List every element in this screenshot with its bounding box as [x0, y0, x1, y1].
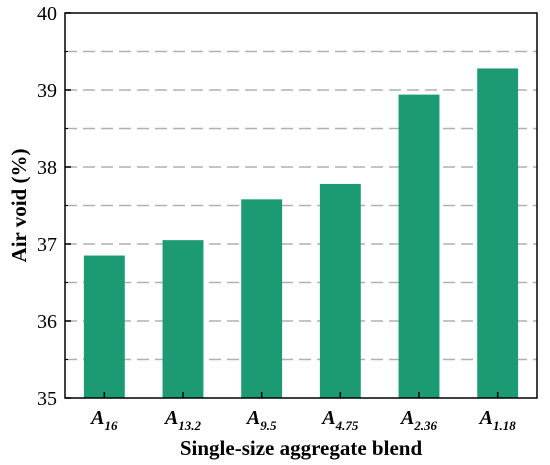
x-tick-label: A2.36 — [399, 407, 438, 433]
x-axis-title: Single-size aggregate blend — [180, 436, 423, 460]
bar — [398, 94, 440, 399]
y-tick-label: 39 — [37, 80, 57, 102]
y-tick-label: 36 — [37, 311, 57, 333]
x-tick-label: A13.2 — [163, 407, 202, 433]
x-tick-label: A16 — [89, 407, 118, 433]
bar — [241, 199, 283, 398]
x-tick-label-subscript: 4.75 — [335, 418, 359, 433]
bars — [83, 68, 519, 399]
gridlines — [65, 50, 537, 361]
x-tick-label-subscript: 9.5 — [260, 418, 277, 433]
x-tick-label-subscript: 13.2 — [178, 418, 201, 433]
y-tick-label: 38 — [37, 157, 57, 179]
x-axis-ticks: A16 A13.2 A9.5 A4.75 A2.36 A1.18 — [89, 392, 516, 433]
y-axis-title: Air void (%) — [7, 149, 31, 263]
y-tick-label: 35 — [37, 388, 57, 410]
x-tick-label-main: A — [399, 407, 414, 429]
y-tick-label: 37 — [37, 234, 57, 256]
bar — [83, 255, 125, 398]
x-tick-label: A1.18 — [478, 407, 517, 433]
x-tick-label-main: A — [320, 407, 335, 429]
y-tick-label: 40 — [37, 3, 57, 25]
x-tick-label-main: A — [245, 407, 260, 429]
x-tick-label-main: A — [89, 407, 104, 429]
bar — [162, 240, 204, 398]
y-axis-ticks: 35 36 37 38 39 40 — [37, 3, 71, 410]
x-tick-label: A4.75 — [320, 407, 359, 433]
x-tick-label-main: A — [478, 407, 493, 429]
x-tick-label-main: A — [163, 407, 178, 429]
bar — [477, 68, 519, 398]
bar — [319, 183, 361, 398]
x-tick-label-subscript: 1.18 — [493, 418, 516, 433]
x-tick-label-subscript: 2.36 — [413, 418, 437, 433]
x-tick-label: A9.5 — [245, 407, 277, 433]
x-tick-label-subscript: 16 — [105, 418, 119, 433]
